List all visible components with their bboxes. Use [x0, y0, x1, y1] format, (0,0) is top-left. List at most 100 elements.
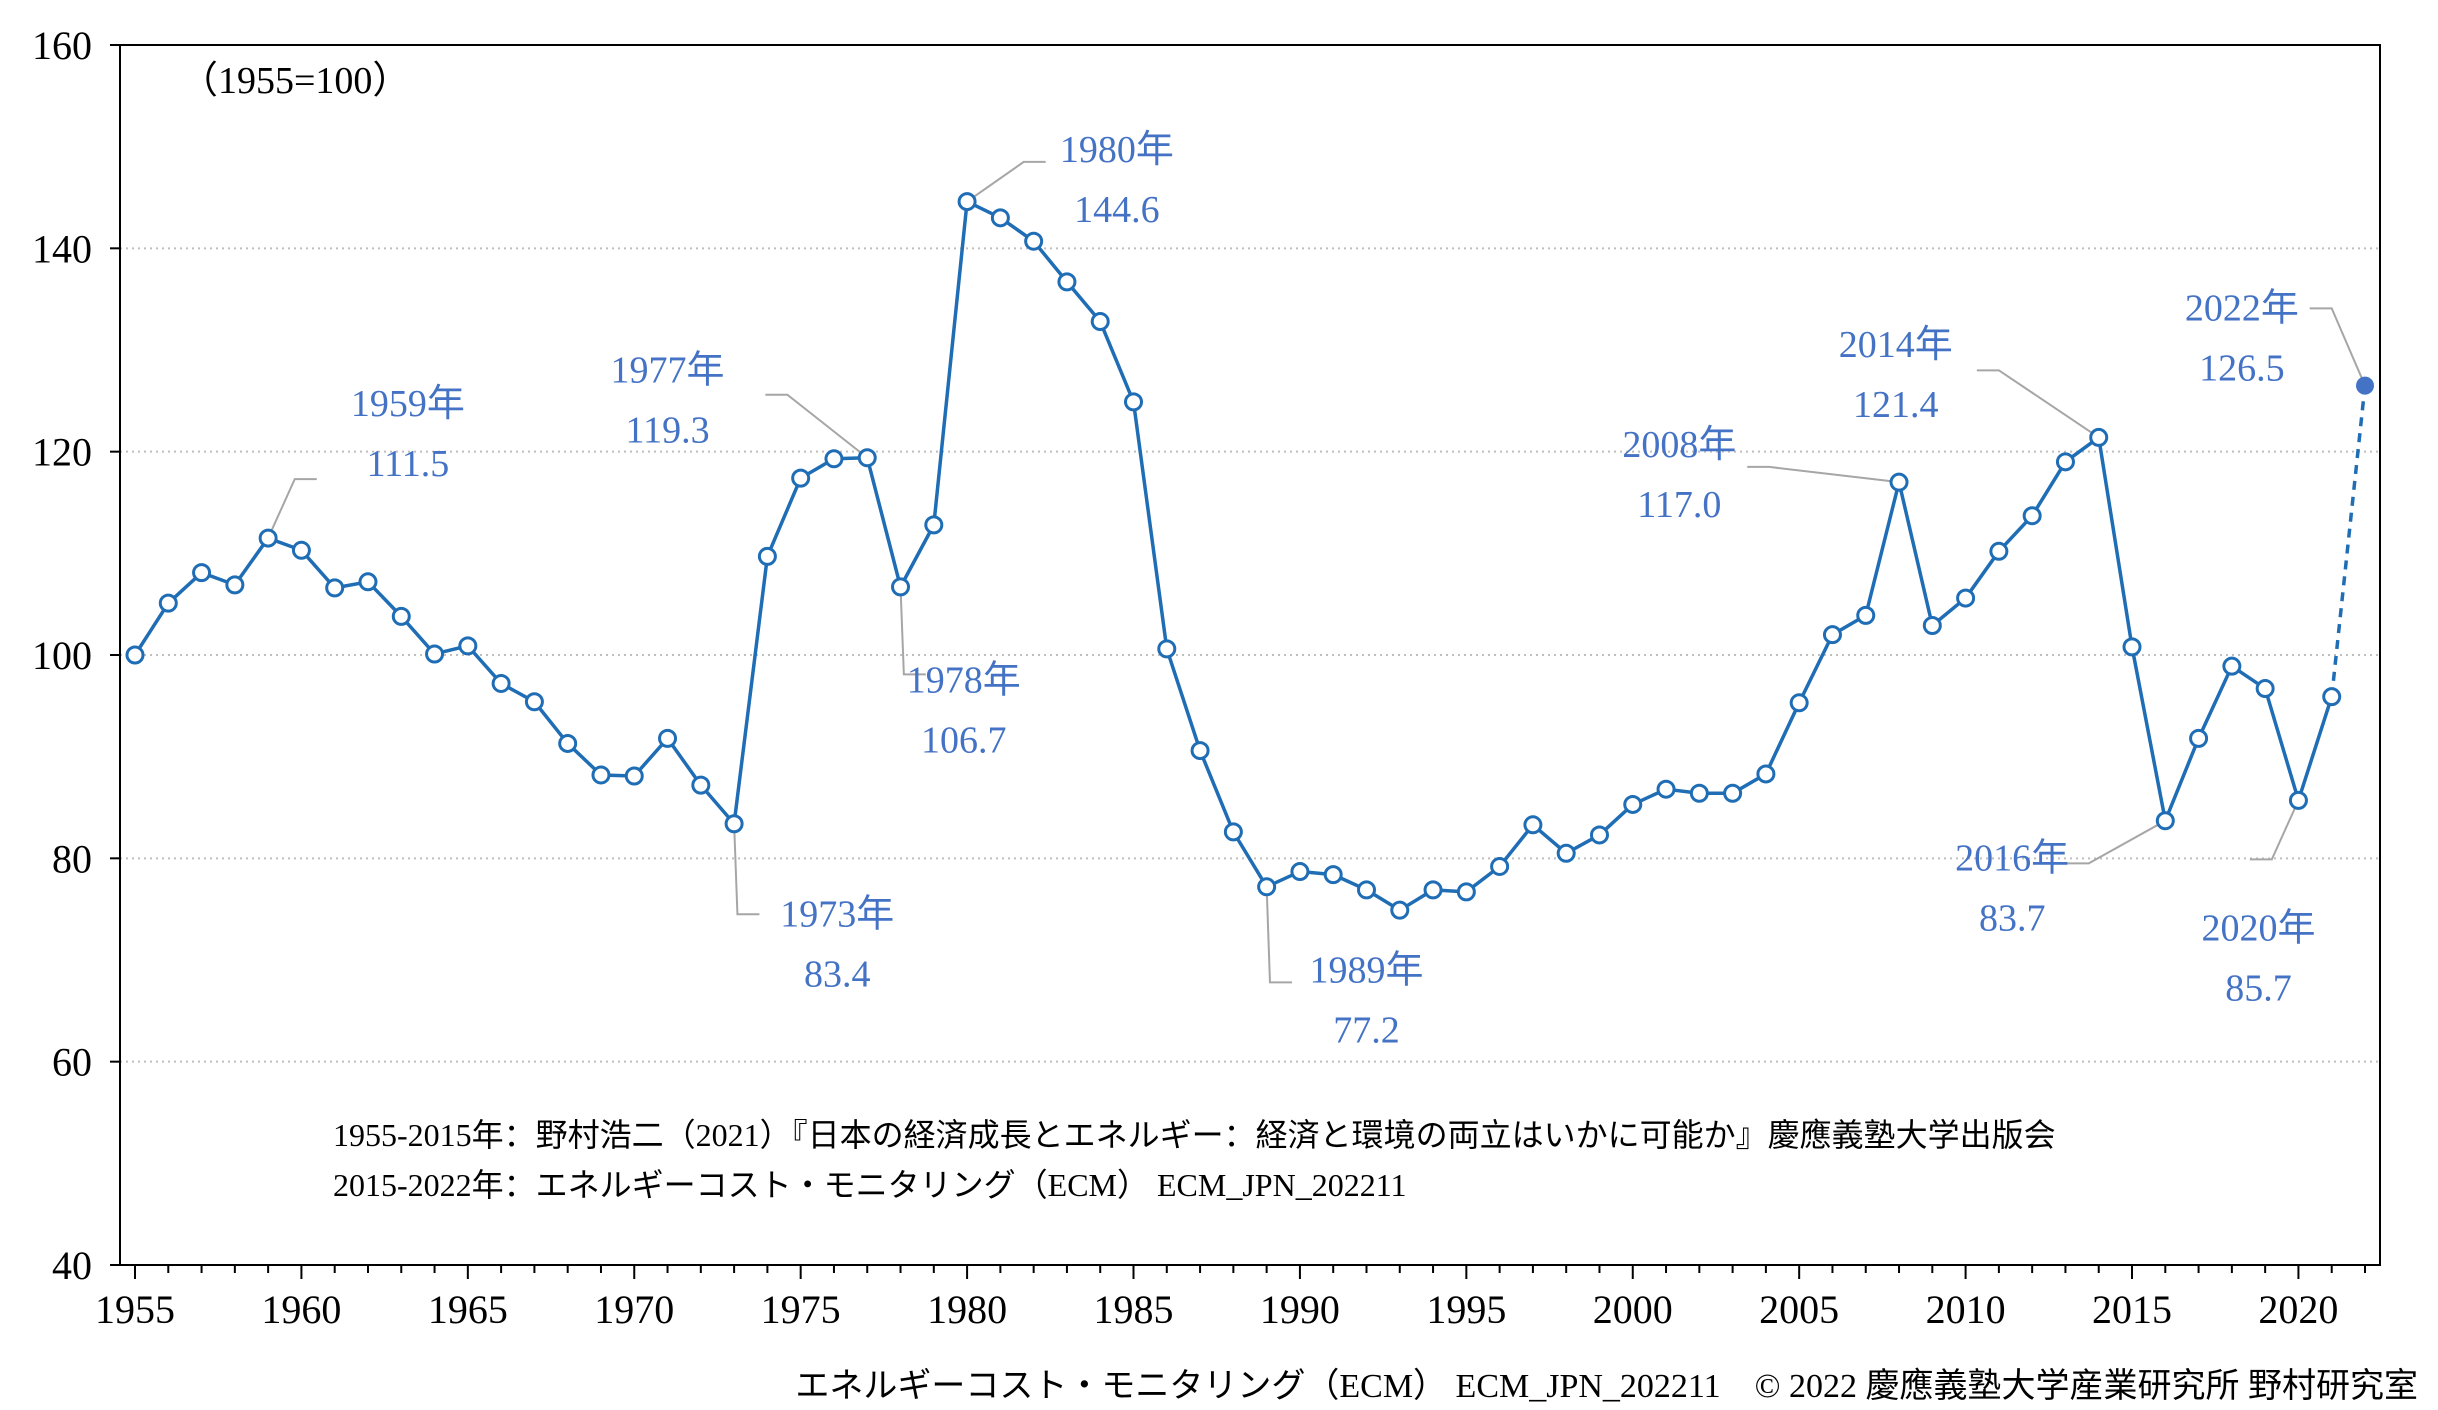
y-tick-label: 100 [32, 633, 92, 678]
plot-frame [119, 44, 2381, 1266]
data-point [1223, 822, 1243, 842]
data-point [1024, 231, 1044, 251]
annotation-year: 1978年 [907, 660, 1021, 702]
data-point [791, 468, 811, 488]
annotation-value: 83.7 [1979, 898, 2046, 940]
leader-line [2066, 819, 2166, 865]
annotation-year: 1980年 [1060, 129, 1174, 171]
data-point [1057, 272, 1077, 292]
y-tick-label: 160 [32, 23, 92, 68]
leader-line [267, 478, 317, 539]
annotation-year: 2020年 [2201, 908, 2315, 950]
data-point [2288, 790, 2308, 810]
data-point [1323, 865, 1343, 885]
annotation-value: 85.7 [2225, 968, 2292, 1010]
data-point [957, 192, 977, 212]
data-point [358, 572, 378, 592]
leader-line [1265, 886, 1292, 984]
data-point [1290, 862, 1310, 882]
data-point [1922, 616, 1942, 636]
annotation-labels: 1959年 111.5 1973年 83.4 1977年 119.3 1978年 106.7 1… [351, 129, 2316, 1051]
x-tick-label: 2005 [1759, 1287, 1839, 1332]
y-tick-label: 80 [52, 836, 92, 881]
leader-line [765, 393, 868, 459]
leader-line [1747, 465, 1900, 484]
x-tick-label: 1980 [927, 1287, 1007, 1332]
data-point [1789, 693, 1809, 713]
gridlines [120, 247, 2380, 1063]
annotation-year: 1959年 [351, 383, 465, 425]
source-note-1: 1955-2015年：野村浩二（2021）『日本の経済成長とエネルギー：経済と環… [333, 1117, 2056, 1153]
data-point [990, 208, 1010, 228]
data-point [1356, 880, 1376, 900]
data-point [591, 765, 611, 785]
series-lines [133, 199, 2367, 912]
data-point [2155, 811, 2175, 831]
data-point [1689, 783, 1709, 803]
series-line [2329, 385, 2367, 697]
x-tick-label: 2000 [1593, 1287, 1673, 1332]
x-tick-label: 2015 [2092, 1287, 2172, 1332]
x-tick-label: 1975 [761, 1287, 841, 1332]
leader-line [1976, 369, 2100, 439]
footer-credit: エネルギーコスト・モニタリング（ECM） ECM_JPN_202211 © 20… [795, 1367, 2418, 1405]
data-point [192, 563, 212, 583]
data-point [325, 578, 345, 598]
data-point [125, 645, 145, 665]
data-point [891, 577, 911, 597]
x-tick-labels: 1955 1960 1965 1970 1975 1980 1985 1990 1995 2000… [95, 1287, 2338, 1332]
unit-note: （1955=100） [180, 60, 410, 102]
annotation-year: 2022年 [2185, 288, 2299, 330]
data-point [524, 692, 544, 712]
data-point [458, 636, 478, 656]
annotation-value: 121.4 [1853, 384, 1939, 426]
data-point [2189, 728, 2209, 748]
data-point [1889, 472, 1909, 492]
annotation-value: 106.7 [921, 720, 1007, 762]
data-point [1124, 392, 1144, 412]
data-point [1523, 815, 1543, 835]
data-point [258, 528, 278, 548]
x-tick-label: 2020 [2258, 1287, 2338, 1332]
data-point [491, 673, 511, 693]
data-point [291, 540, 311, 560]
data-point [2122, 637, 2142, 657]
data-point [1157, 639, 1177, 659]
data-point [1822, 625, 1842, 645]
y-tick-label: 40 [52, 1243, 92, 1288]
annotation-value: 83.4 [804, 953, 871, 995]
data-point [391, 606, 411, 626]
annotation-year: 1977年 [611, 350, 725, 392]
data-point [1423, 880, 1443, 900]
x-tick-label: 1955 [95, 1287, 175, 1332]
data-point [658, 728, 678, 748]
annotation-year: 1973年 [780, 893, 894, 935]
data-point [2089, 427, 2109, 447]
data-points [125, 192, 2374, 920]
y-tick-label: 60 [52, 1040, 92, 1085]
data-point [2322, 687, 2342, 707]
data-point [757, 546, 777, 566]
annotation-value: 77.2 [1333, 1009, 1400, 1051]
x-tick-label: 1960 [261, 1287, 341, 1332]
annotation-value: 126.5 [2199, 348, 2285, 390]
data-point [1090, 312, 1110, 332]
x-tick-label: 2010 [1926, 1287, 2006, 1332]
data-point [1190, 741, 1210, 761]
data-point [1490, 856, 1510, 876]
data-point [158, 593, 178, 613]
annotation-year: 2014年 [1839, 324, 1953, 366]
data-point [1623, 794, 1643, 814]
data-point [2222, 656, 2242, 676]
data-point [1723, 783, 1743, 803]
x-tick-label: 1985 [1094, 1287, 1174, 1332]
axes [110, 44, 2381, 1279]
data-point [1390, 900, 1410, 920]
annotation-value: 117.0 [1637, 484, 1721, 526]
data-point [1589, 825, 1609, 845]
y-tick-labels: 40 60 80 100 120 140 160 [32, 23, 92, 1288]
data-point [1856, 605, 1876, 625]
annotation-value: 144.6 [1074, 189, 1160, 231]
y-tick-label: 120 [32, 430, 92, 475]
